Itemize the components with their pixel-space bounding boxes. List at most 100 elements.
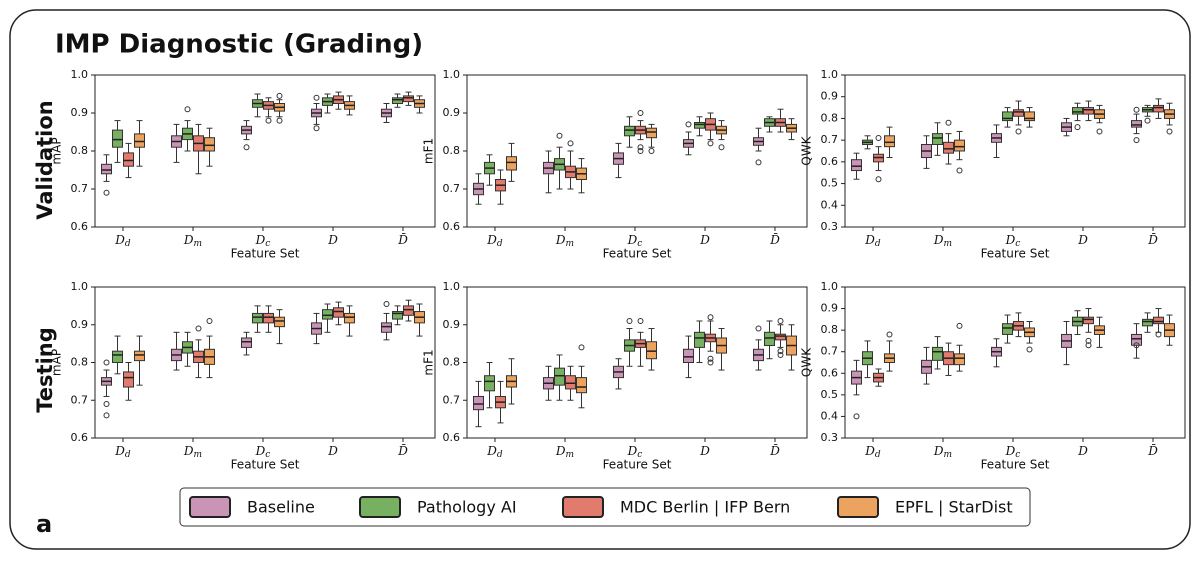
panel-label: a bbox=[36, 510, 52, 538]
box bbox=[112, 350, 123, 363]
y-tick-label: 0.3 bbox=[821, 431, 839, 444]
y-tick-label: 0.6 bbox=[443, 220, 461, 233]
flier bbox=[945, 119, 952, 126]
box bbox=[1002, 323, 1013, 335]
y-tick-label: 0.8 bbox=[71, 144, 89, 157]
box bbox=[851, 159, 862, 172]
box bbox=[1131, 120, 1142, 128]
x-tick-label: Dm bbox=[555, 233, 574, 249]
x-tick-label: Dd bbox=[486, 233, 503, 249]
flier bbox=[777, 317, 784, 324]
x-tick-label: Dc bbox=[1005, 233, 1021, 249]
flier bbox=[195, 325, 202, 332]
box bbox=[1083, 316, 1094, 325]
flier bbox=[707, 140, 714, 147]
flier bbox=[875, 134, 882, 141]
y-axis-label: mAP bbox=[50, 349, 64, 376]
box bbox=[134, 350, 145, 362]
y-tick-label: 1.0 bbox=[821, 280, 839, 293]
y-tick-label: 0.9 bbox=[821, 302, 839, 315]
legend-label: Pathology AI bbox=[417, 498, 517, 517]
x-axis-label: Feature Set bbox=[603, 247, 672, 261]
box bbox=[112, 129, 123, 148]
y-tick-label: 0.9 bbox=[443, 106, 461, 119]
y-tick-label: 0.9 bbox=[71, 318, 89, 331]
box bbox=[392, 311, 403, 320]
x-tick-label: D bbox=[1077, 444, 1088, 458]
x-tick-label: Dc bbox=[255, 444, 271, 460]
flier bbox=[875, 176, 882, 183]
y-tick-label: 0.5 bbox=[821, 177, 839, 190]
x-tick-label: D̄ bbox=[769, 231, 780, 246]
y-tick-label: 0.6 bbox=[821, 366, 839, 379]
box bbox=[263, 312, 274, 324]
legend-swatch bbox=[189, 496, 231, 518]
flier bbox=[755, 159, 762, 166]
flier bbox=[777, 348, 784, 355]
y-tick-label: 0.5 bbox=[821, 388, 839, 401]
flier bbox=[956, 322, 963, 329]
box bbox=[932, 133, 943, 145]
y-tick-label: 1.0 bbox=[71, 280, 89, 293]
x-axis-label: Feature Set bbox=[603, 458, 672, 472]
y-axis-label: QWK bbox=[800, 135, 814, 165]
flier bbox=[853, 413, 860, 420]
box bbox=[954, 139, 965, 152]
box bbox=[954, 353, 965, 366]
box bbox=[1024, 111, 1035, 122]
row-label: Validation bbox=[33, 100, 57, 220]
frame bbox=[9, 9, 1191, 550]
flier bbox=[1144, 117, 1151, 124]
x-tick-label: Dd bbox=[486, 444, 503, 460]
box bbox=[932, 346, 943, 361]
box bbox=[1002, 111, 1013, 122]
flier bbox=[648, 148, 655, 154]
flier bbox=[1026, 346, 1033, 353]
y-tick-label: 0.6 bbox=[821, 155, 839, 168]
box bbox=[1072, 107, 1083, 115]
x-tick-label: Dd bbox=[114, 444, 131, 460]
x-axis-label: Feature Set bbox=[981, 458, 1050, 472]
flier bbox=[886, 331, 893, 338]
y-tick-label: 0.8 bbox=[71, 356, 89, 369]
box bbox=[764, 331, 775, 347]
x-tick-label: Dc bbox=[627, 444, 643, 460]
box bbox=[134, 133, 145, 148]
plot-area bbox=[94, 74, 436, 228]
flier bbox=[313, 94, 320, 101]
y-tick-label: 0.7 bbox=[821, 133, 839, 146]
box bbox=[554, 367, 565, 386]
x-tick-label: D bbox=[699, 444, 710, 458]
box bbox=[123, 152, 134, 167]
plot-area bbox=[844, 286, 1186, 439]
box bbox=[403, 95, 414, 103]
y-tick-label: 1.0 bbox=[443, 68, 461, 81]
y-axis-label: mF1 bbox=[422, 138, 436, 164]
box bbox=[241, 337, 252, 348]
box bbox=[252, 312, 263, 324]
legend-label: EPFL | StarDist bbox=[895, 498, 1013, 517]
flier bbox=[103, 412, 110, 419]
x-tick-label: Dm bbox=[933, 233, 952, 249]
x-axis-label: Feature Set bbox=[231, 458, 300, 472]
flier bbox=[1155, 331, 1162, 338]
box bbox=[403, 305, 414, 316]
x-tick-label: Dc bbox=[1005, 444, 1021, 460]
y-tick-label: 1.0 bbox=[71, 68, 89, 81]
flier bbox=[1133, 106, 1140, 113]
box bbox=[1153, 104, 1164, 113]
y-axis-label: QWK bbox=[800, 347, 814, 377]
box bbox=[1142, 318, 1153, 327]
flier bbox=[685, 121, 692, 128]
flier bbox=[626, 317, 633, 324]
box bbox=[344, 312, 355, 324]
box bbox=[506, 156, 517, 171]
flier bbox=[1015, 128, 1022, 135]
box bbox=[1013, 109, 1024, 117]
flier bbox=[556, 132, 563, 139]
flier bbox=[578, 344, 585, 351]
box bbox=[1083, 107, 1094, 115]
flier bbox=[707, 314, 714, 321]
y-tick-label: 0.8 bbox=[443, 144, 461, 157]
